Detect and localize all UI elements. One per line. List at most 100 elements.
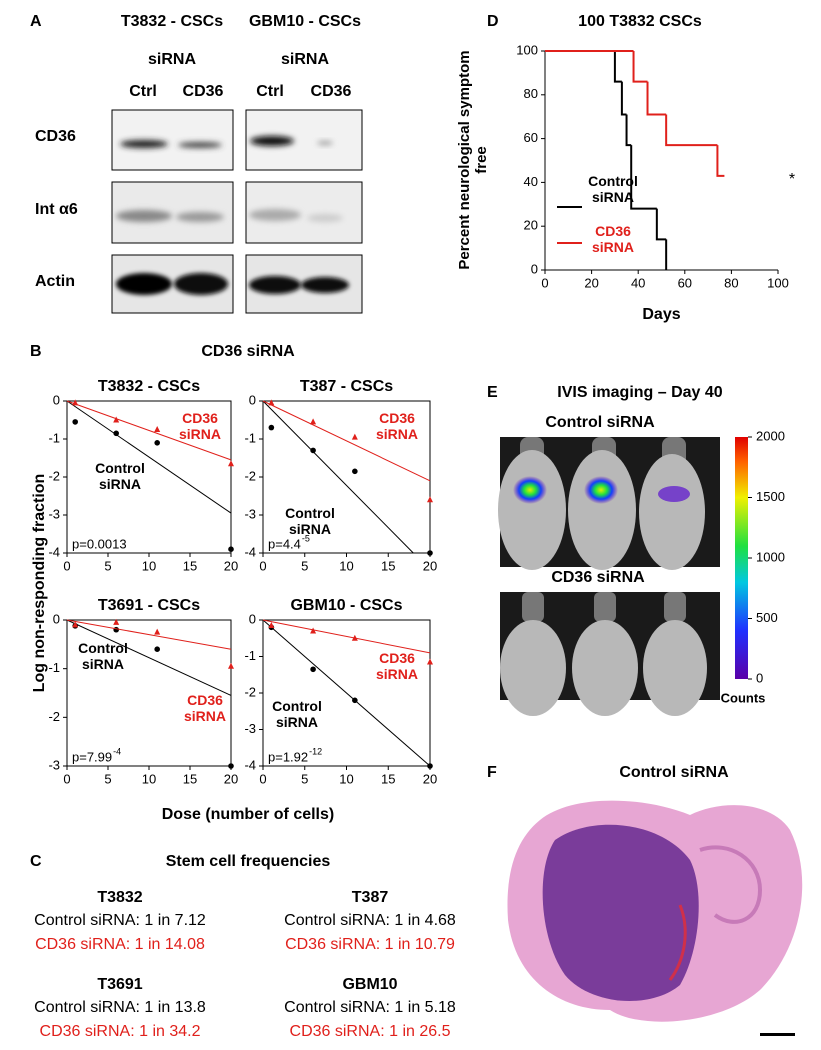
panel-label: D: [487, 13, 499, 30]
x-axis-label: Days: [642, 306, 680, 323]
panel-label: E: [487, 384, 498, 401]
row-label: CD36: [35, 128, 76, 145]
y-tick-label: -4: [244, 757, 256, 772]
data-point: [310, 666, 316, 673]
y-tick-label: -3: [48, 757, 60, 772]
survival-step: [655, 208, 667, 241]
panel-title: CD36 siRNA: [201, 343, 295, 360]
p-value: p=4.4: [268, 536, 301, 551]
data-point: [228, 460, 234, 467]
y-tick-label: 80: [524, 86, 538, 101]
y-tick-label: -2: [244, 684, 256, 699]
series-label: CD36 siRNA: [375, 410, 418, 443]
p-exponent: -12: [309, 746, 322, 756]
x-tick-label: 0: [541, 275, 548, 290]
fit-line: [262, 619, 431, 654]
legend-label: CD36 siRNA: [591, 223, 634, 256]
x-tick-label: 5: [301, 558, 308, 573]
x-tick-label: 0: [63, 771, 70, 786]
x-tick-label: 100: [767, 275, 789, 290]
x-tick-label: 20: [584, 275, 598, 290]
panel-title: Control siRNA: [619, 764, 729, 781]
data-point: [228, 763, 234, 769]
p-value: p=7.99: [72, 749, 112, 764]
data-point: [72, 621, 79, 628]
x-tick-label: 0: [63, 558, 70, 573]
histology-image: [507, 800, 803, 1036]
y-tick-label: 20: [524, 218, 538, 233]
group-name: T3832: [97, 889, 142, 906]
series-label-box: Control siRNA: [272, 698, 322, 730]
y-tick-label: 0: [531, 261, 538, 276]
p-exponent: -4: [113, 746, 121, 756]
column-subtitle: siRNA: [148, 51, 196, 68]
x-tick-label: 20: [224, 558, 238, 573]
fit-line: [262, 400, 431, 482]
x-tick-label: 40: [631, 275, 645, 290]
lane-label: Ctrl: [129, 83, 157, 100]
y-tick-label: -3: [244, 721, 256, 736]
y-tick-label: -3: [48, 506, 60, 521]
chart-title: T3691 - CSCs: [98, 597, 200, 614]
x-tick-label: 0: [259, 558, 266, 573]
y-tick-label: -1: [244, 430, 256, 445]
lane-label: CD36: [183, 83, 224, 100]
y-tick-label: -1: [48, 430, 60, 445]
data-point: [113, 626, 119, 633]
y-tick-label: 40: [524, 174, 538, 189]
y-axis-label: Log non-responding fraction: [31, 474, 48, 693]
panel-label: F: [487, 764, 497, 781]
x-tick-label: 15: [381, 558, 395, 573]
column-title: T3832 - CSCs: [121, 13, 223, 30]
cd36-frequency: CD36 siRNA: 1 in 26.5: [290, 1023, 451, 1040]
x-tick-label: 20: [224, 771, 238, 786]
colorbar-tick-label: 2000: [756, 428, 785, 443]
row-label: Int α6: [35, 201, 78, 218]
x-tick-label: 5: [104, 558, 111, 573]
data-point: [113, 416, 120, 423]
data-point: [72, 399, 79, 406]
series-label-box: CD36 siRNA: [179, 410, 221, 442]
series-label-box: CD36 siRNA: [375, 410, 418, 443]
data-point: [154, 440, 160, 446]
y-tick-label: 60: [524, 130, 538, 145]
cd36-frequency: CD36 siRNA: 1 in 10.79: [285, 936, 455, 953]
control-frequency: Control siRNA: 1 in 4.68: [284, 912, 456, 929]
series-label: Control siRNA: [95, 460, 145, 493]
chart-title: T387 - CSCs: [300, 378, 393, 395]
row-title: Control siRNA: [545, 414, 655, 431]
chart-title: 100 T3832 CSCs: [578, 13, 702, 30]
western-blot: [111, 109, 363, 314]
y-tick-label: 100: [516, 42, 538, 57]
data-point: [310, 447, 316, 454]
series-label: Control siRNA: [78, 640, 128, 673]
data-point: [154, 426, 161, 432]
y-axis-label-box: Percent neurological symptom free: [456, 50, 490, 269]
fit-line: [66, 400, 232, 514]
x-tick-label: 5: [104, 771, 111, 786]
p-value: p=0.0013: [72, 536, 127, 551]
p-exponent: -5: [302, 533, 310, 543]
chart-title: GBM10 - CSCs: [290, 597, 402, 614]
fit-line: [262, 619, 431, 767]
colorbar-tick-label: 0: [756, 670, 763, 685]
fit-line: [262, 400, 414, 554]
panel-label: A: [30, 13, 42, 30]
series-label-box: CD36 siRNA: [376, 650, 418, 682]
y-tick-label: -4: [244, 544, 256, 559]
survival-step: [716, 145, 725, 177]
cd36-frequency: CD36 siRNA: 1 in 14.08: [35, 936, 205, 953]
y-tick-label: -3: [244, 506, 256, 521]
data-point: [351, 634, 358, 641]
row-label: Actin: [35, 273, 75, 290]
data-point: [352, 697, 358, 704]
survival-step: [630, 145, 657, 210]
fit-line: [66, 400, 232, 461]
data-point: [268, 424, 275, 431]
x-tick-label: 10: [142, 771, 156, 786]
y-tick-label: 0: [53, 611, 60, 626]
x-tick-label: 60: [678, 275, 692, 290]
survival-step: [665, 114, 718, 147]
series-label: Control siRNA: [285, 505, 335, 538]
